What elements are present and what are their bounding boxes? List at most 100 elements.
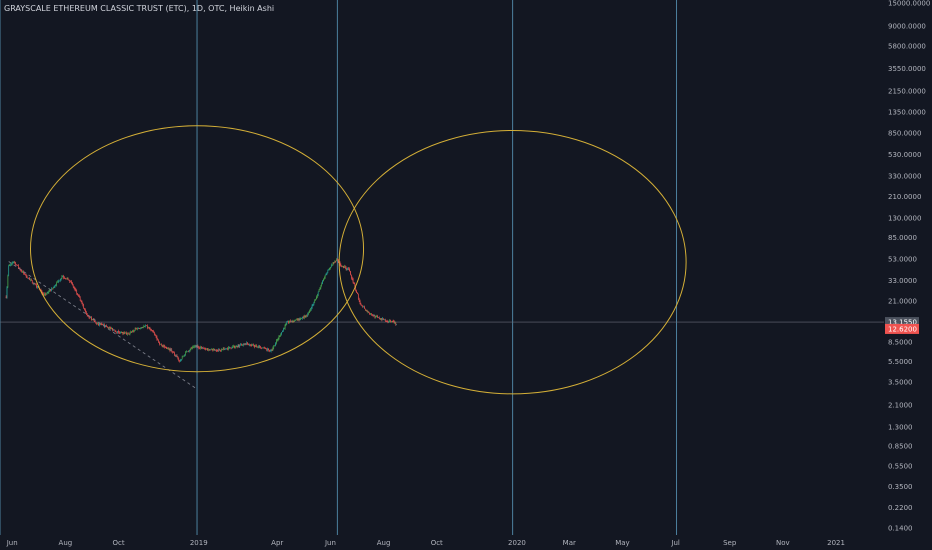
candle-19 <box>22 270 23 273</box>
candle-289 <box>257 345 259 349</box>
crosshair-price-tag: 13.1550 <box>885 317 919 328</box>
candle-125 <box>114 329 116 333</box>
candle-292 <box>260 346 261 349</box>
y-tick-label-11: 85.0000 <box>888 234 917 242</box>
x-tick-label-6: Aug <box>377 539 391 547</box>
y-tick-label-3: 3550.0000 <box>888 65 926 73</box>
candle-177 <box>160 343 161 345</box>
candle-180 <box>162 344 164 348</box>
candle-283 <box>252 344 254 346</box>
candle-398 <box>352 277 354 284</box>
candle-439 <box>388 320 390 323</box>
candle-309 <box>275 342 276 347</box>
y-tick-label-8: 330.0000 <box>888 172 921 180</box>
candle-422 <box>373 313 375 317</box>
candle-179 <box>161 344 163 348</box>
candle-329 <box>292 319 294 323</box>
candle-368 <box>326 272 328 276</box>
candle-105 <box>97 322 98 325</box>
candle-178 <box>160 343 162 346</box>
candle-334 <box>296 318 298 321</box>
candle-267 <box>238 343 240 348</box>
candle-224 <box>201 345 202 350</box>
chart-title: GRAYSCALE ETHEREUM CLASSIC TRUST (ETC), … <box>4 4 275 13</box>
candle-305 <box>271 348 273 351</box>
candle-373 <box>330 263 332 268</box>
candle-294 <box>262 347 263 349</box>
candle-3 <box>8 264 10 277</box>
candle-2 <box>7 274 9 289</box>
candle-282 <box>251 343 253 346</box>
candle-141 <box>128 333 130 335</box>
y-tick-label-23: 0.5500 <box>888 462 913 470</box>
candle-129 <box>118 329 119 334</box>
candle-338 <box>300 317 302 321</box>
y-axis[interactable]: 15000.0000 9000.0000 5800.0000 3550.0000 215… <box>888 0 930 533</box>
candle-123 <box>113 328 114 332</box>
candle-93 <box>86 313 88 317</box>
candle-376 <box>333 262 335 265</box>
candle-189 <box>170 348 172 351</box>
candle-444 <box>392 319 394 322</box>
candle-161 <box>146 325 147 327</box>
candle-384 <box>340 263 342 267</box>
candle-99 <box>92 318 93 321</box>
candle-121 <box>111 326 112 330</box>
candle-436 <box>385 320 387 322</box>
candle-197 <box>177 356 179 360</box>
candle-374 <box>331 264 333 267</box>
candle-246 <box>220 349 221 352</box>
x-tick-label-13: Nov <box>776 539 790 547</box>
candle-158 <box>143 324 145 328</box>
candle-71 <box>67 277 69 281</box>
candle-130 <box>119 330 120 334</box>
candle-8 <box>12 261 14 264</box>
candle-168 <box>152 330 153 333</box>
candle-347 <box>308 311 309 316</box>
candle-45 <box>45 292 46 297</box>
candle-420 <box>371 313 373 316</box>
y-tick-label-4: 2150.0000 <box>888 87 926 95</box>
candle-255 <box>228 346 229 351</box>
candle-342 <box>303 314 305 320</box>
candle-67 <box>64 276 65 279</box>
x-axis[interactable]: Jun Aug Oct 2019 Apr Jun Aug Oct 2020 Mar May Jul Se… <box>6 539 845 547</box>
candle-321 <box>285 323 287 327</box>
candle-58 <box>56 281 57 287</box>
candle-13 <box>17 264 18 266</box>
candle-285 <box>254 344 255 349</box>
candle-198 <box>178 357 180 362</box>
candle-147 <box>133 330 135 333</box>
candle-33 <box>34 282 36 285</box>
candle-281 <box>250 343 252 348</box>
candle-212 <box>190 347 192 351</box>
candle-278 <box>248 343 249 346</box>
candle-183 <box>165 346 166 349</box>
candle-369 <box>327 269 329 274</box>
candle-44 <box>44 292 45 297</box>
candle-182 <box>164 344 166 349</box>
x-tick-label-0: Jun <box>6 539 18 547</box>
y-tick-label-19: 3.5000 <box>888 379 913 387</box>
candle-111 <box>102 324 104 326</box>
candle-448 <box>396 324 397 326</box>
candle-427 <box>378 316 379 318</box>
candle-379 <box>336 258 337 262</box>
candle-286 <box>255 344 256 348</box>
candle-359 <box>318 289 320 292</box>
candle-322 <box>286 321 288 325</box>
candle-154 <box>140 327 141 330</box>
candle-75 <box>71 280 72 285</box>
candle-311 <box>276 338 278 342</box>
candle-152 <box>138 327 139 329</box>
candle-112 <box>103 323 105 326</box>
candle-238 <box>213 347 214 352</box>
candle-34 <box>35 283 37 286</box>
candle-443 <box>391 320 393 323</box>
candle-218 <box>195 345 197 348</box>
candle-377 <box>334 260 336 263</box>
candle-223 <box>200 345 201 350</box>
candle-216 <box>194 344 195 349</box>
